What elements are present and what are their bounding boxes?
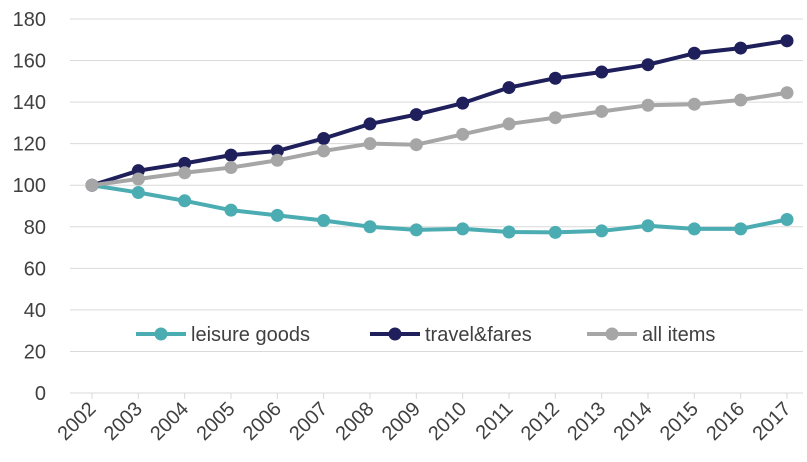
x-tick-label: 2012	[517, 398, 564, 445]
y-tick-label: 60	[24, 258, 46, 280]
series-0	[85, 178, 794, 239]
data-point	[85, 178, 99, 192]
legend-label: leisure goods	[191, 324, 310, 346]
y-tick-label: 140	[13, 92, 46, 114]
data-point	[502, 225, 516, 239]
data-point	[409, 223, 423, 237]
gridlines	[70, 18, 803, 394]
legend-label: travel&fares	[425, 324, 532, 346]
legend-item: travel&fares	[370, 324, 532, 346]
data-point	[687, 97, 701, 111]
data-point	[687, 222, 701, 236]
data-point	[456, 222, 470, 236]
x-tick-label: 2016	[702, 398, 749, 445]
x-tick-label: 2003	[100, 398, 147, 445]
data-point	[641, 98, 655, 112]
data-point	[270, 153, 284, 167]
data-point	[780, 86, 794, 100]
data-point	[363, 117, 377, 131]
series-line	[91, 38, 788, 188]
data-point	[224, 203, 238, 217]
data-point	[595, 65, 609, 79]
y-tick-label: 120	[13, 134, 46, 156]
data-point	[270, 144, 284, 158]
data-point	[363, 137, 377, 151]
x-tick-label: 2005	[193, 398, 240, 445]
legend-swatch-marker	[605, 327, 619, 341]
series-1	[85, 34, 794, 192]
data-point	[734, 93, 748, 107]
data-point	[548, 225, 562, 239]
series-lines	[85, 34, 794, 239]
legend-swatch-marker	[388, 327, 402, 341]
series-2	[85, 86, 794, 192]
x-tick-label: 2006	[239, 398, 286, 445]
data-point	[641, 219, 655, 233]
x-tick-label: 2008	[332, 398, 379, 445]
data-point	[178, 166, 192, 180]
data-point	[317, 144, 331, 158]
data-point	[641, 58, 655, 72]
y-tick-label: 0	[35, 383, 46, 405]
data-point	[734, 41, 748, 55]
data-point	[780, 213, 794, 227]
series-line	[91, 183, 788, 235]
data-point	[780, 34, 794, 48]
y-tick-label: 100	[13, 175, 46, 197]
y-tick-label: 160	[13, 51, 46, 73]
legend: leisure goods travel&fares all items	[136, 324, 715, 346]
data-point	[595, 104, 609, 118]
data-point	[131, 172, 145, 186]
data-point	[224, 148, 238, 162]
data-point	[502, 81, 516, 95]
data-point	[317, 214, 331, 228]
data-point	[409, 108, 423, 122]
data-point	[456, 127, 470, 141]
data-point	[734, 222, 748, 236]
series-line	[91, 90, 788, 188]
y-tick-label: 20	[24, 341, 46, 363]
data-point	[595, 224, 609, 238]
x-axis-ticks: 2002 2003 2004 2005 2006 2007 2008 2009 2010 2011…	[54, 393, 796, 445]
data-point	[687, 46, 701, 60]
x-tick-label: 2013	[563, 398, 610, 445]
x-tick-label: 2004	[146, 398, 193, 445]
legend-label: all items	[642, 324, 715, 346]
data-point	[502, 117, 516, 131]
y-tick-label: 80	[24, 217, 46, 239]
legend-item: leisure goods	[136, 324, 310, 346]
y-axis-ticks: 0 20 40 60 80 100 120 140 160 180	[13, 9, 46, 405]
data-point	[224, 161, 238, 175]
data-point	[548, 111, 562, 125]
data-point	[456, 96, 470, 110]
x-tick-label: 2007	[285, 398, 332, 445]
x-tick-label: 2011	[472, 398, 518, 444]
data-point	[131, 185, 145, 199]
x-tick-label: 2014	[610, 398, 657, 445]
data-point	[548, 71, 562, 85]
x-tick-label: 2017	[749, 398, 796, 445]
data-point	[363, 220, 377, 234]
data-point	[270, 208, 284, 222]
data-point	[178, 156, 192, 170]
data-point	[317, 131, 331, 145]
y-tick-label: 180	[13, 9, 46, 31]
y-tick-label: 40	[24, 300, 46, 322]
legend-swatch-marker	[154, 327, 168, 341]
x-tick-label: 2015	[656, 398, 703, 445]
data-point	[409, 138, 423, 152]
data-point	[178, 194, 192, 208]
legend-item: all items	[587, 324, 715, 346]
x-tick-label: 2002	[54, 398, 101, 445]
x-tick-label: 2010	[424, 398, 471, 445]
x-tick-label: 2009	[378, 398, 425, 445]
